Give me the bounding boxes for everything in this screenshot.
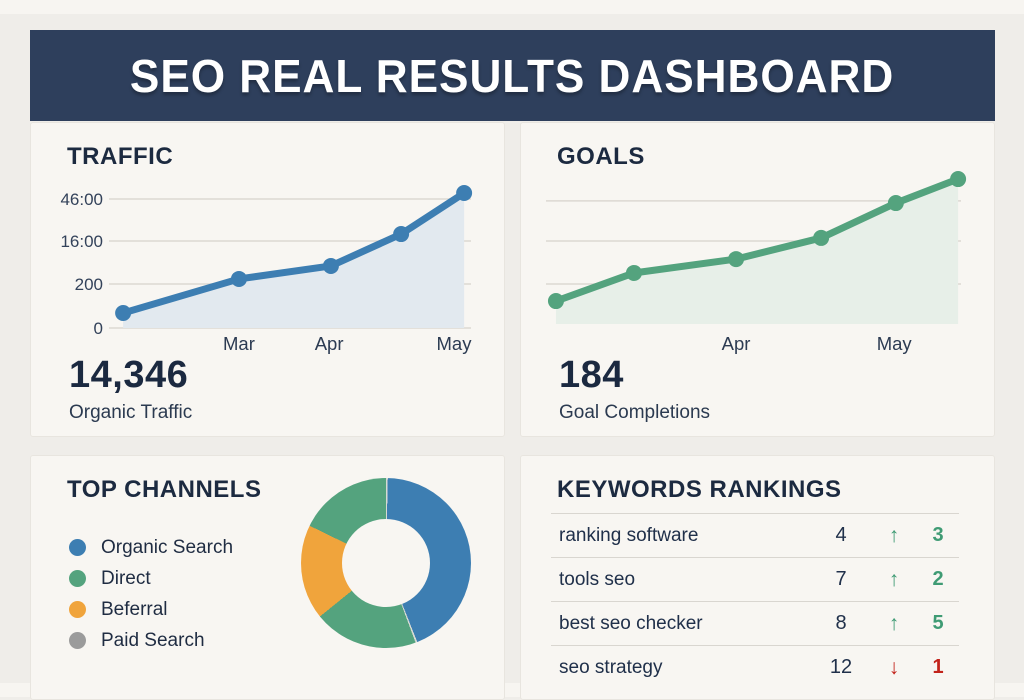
traffic-metric-label: Organic Traffic — [69, 402, 193, 423]
donut-hole — [342, 519, 430, 607]
keyword-row: seo strategy 12 ↓ 1 — [551, 645, 959, 689]
legend-label: Paid Search — [101, 629, 205, 651]
legend-dot-referral-icon — [69, 601, 86, 618]
svg-text:May: May — [437, 333, 473, 354]
legend-item-organic-search: Organic Search — [69, 532, 233, 563]
legend-item-direct: Direct — [69, 563, 233, 594]
channels-donut-chart — [301, 478, 471, 648]
svg-text:46:00: 46:00 — [60, 190, 103, 209]
trend-up-icon: ↑ — [888, 523, 900, 547]
dashboard-title: SEO REAL RESULTS DASHBOARD — [130, 49, 895, 102]
keyword-position: 8 — [835, 612, 847, 634]
svg-text:Apr: Apr — [722, 333, 751, 354]
traffic-panel-title: TRAFFIC — [67, 143, 174, 170]
legend-dot-organic-search-icon — [69, 539, 86, 556]
trend-change: 2 — [932, 568, 944, 590]
trend-down-icon: ↓ — [888, 655, 900, 679]
trend-up-icon: ↑ — [888, 567, 900, 591]
keyword-row: tools seo 7 ↑ 2 — [551, 557, 959, 601]
legend-dot-direct-icon — [69, 570, 86, 587]
traffic-panel: TRAFFIC 46:00 16:00 200 0 Mar Apr May 14,346 O… — [30, 122, 505, 437]
traffic-line-chart: 46:00 16:00 200 0 Mar Apr May — [60, 185, 473, 354]
goals-panel-title: GOALS — [557, 143, 645, 170]
top-channels-panel: TOP CHANNELS Organic Search Direct Befer… — [30, 455, 505, 700]
trend-change: 3 — [932, 524, 944, 546]
keywords-panel-title: KEYWORDS RANKINGS — [557, 476, 842, 503]
keyword-row: ranking software 4 ↑ 3 — [551, 513, 959, 557]
keyword-name: best seo checker — [559, 612, 703, 634]
goals-panel: GOALS Apr May 184 Goal Completions — [520, 122, 995, 437]
legend-item-referral: Beferral — [69, 594, 233, 625]
legend-label: Direct — [101, 567, 151, 589]
svg-text:Apr: Apr — [315, 333, 344, 354]
svg-text:200: 200 — [75, 275, 103, 294]
trend-up-icon: ↑ — [888, 611, 900, 635]
header-bar: SEO REAL RESULTS DASHBOARD — [30, 30, 995, 121]
keyword-position: 4 — [835, 524, 847, 546]
svg-text:Mar: Mar — [223, 333, 255, 354]
traffic-metric-value: 14,346 — [69, 354, 189, 396]
keyword-name: seo strategy — [559, 656, 663, 678]
traffic-metric: 14,346 Organic Traffic — [69, 355, 192, 427]
svg-text:0: 0 — [94, 319, 103, 338]
svg-text:May: May — [877, 333, 913, 354]
keyword-position: 12 — [829, 656, 853, 678]
goals-line-chart: Apr May — [546, 171, 967, 354]
goals-metric-label: Goal Completions — [559, 402, 711, 423]
keyword-position: 7 — [835, 568, 847, 590]
svg-text:16:00: 16:00 — [60, 232, 103, 251]
goals-metric: 184 Goal Completions — [559, 355, 710, 427]
top-channels-panel-title: TOP CHANNELS — [67, 476, 262, 503]
legend-label: Beferral — [101, 598, 168, 620]
keyword-row: best seo checker 8 ↑ 5 — [551, 601, 959, 645]
legend-dot-paid-search-icon — [69, 632, 86, 649]
keywords-table: ranking software 4 ↑ 3 tools seo 7 ↑ 2 b… — [551, 513, 959, 689]
legend-item-paid-search: Paid Search — [69, 625, 233, 656]
keywords-rankings-panel: KEYWORDS RANKINGS ranking software 4 ↑ 3… — [520, 455, 995, 700]
keyword-name: tools seo — [559, 568, 636, 590]
trend-change: 5 — [932, 612, 944, 634]
goals-metric-value: 184 — [559, 354, 624, 396]
legend-label: Organic Search — [101, 536, 234, 558]
trend-change: 1 — [932, 656, 944, 678]
channels-legend: Organic Search Direct Beferral Paid Sear… — [69, 532, 233, 656]
keyword-name: ranking software — [559, 524, 699, 546]
